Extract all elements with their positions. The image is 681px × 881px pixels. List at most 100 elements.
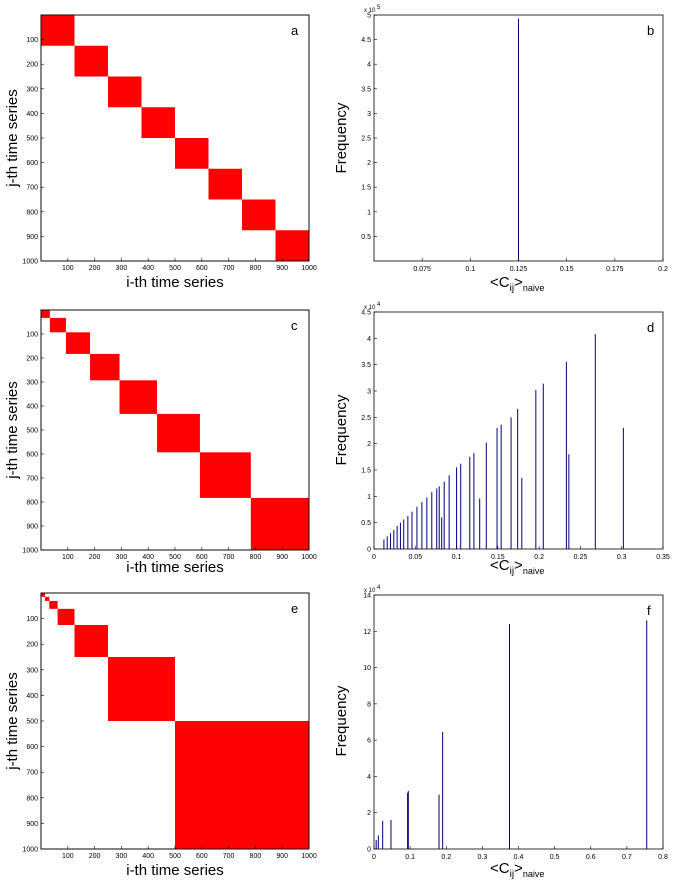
x-axis-label-xlabel-sub2: naive <box>523 869 545 879</box>
y-tick-label: 4 <box>367 62 371 69</box>
y-tick-label: 14 <box>363 593 371 600</box>
x-tick-label: 700 <box>223 853 235 860</box>
x-tick-label: 0.6 <box>586 854 596 861</box>
y-tick-label: 2 <box>367 810 371 817</box>
y-tick-label: 1 <box>367 209 371 216</box>
y-tick-label: 1 <box>367 494 371 501</box>
x-tick-label: 0.175 <box>606 266 624 273</box>
x-tick-label: 0.8 <box>658 854 668 861</box>
y-tick-label: 0.5 <box>361 520 371 527</box>
diagonal-block <box>90 353 120 381</box>
x-tick-label: 900 <box>276 265 288 272</box>
y-tick-label: 300 <box>26 380 38 387</box>
diagonal-block <box>199 452 251 498</box>
y-tick-label: 100 <box>26 332 38 339</box>
x-tick-label: 0.25 <box>574 554 588 561</box>
diagonal-block <box>41 310 50 318</box>
y-axis-label: j-th time series <box>4 672 21 771</box>
x-tick-label: 700 <box>223 554 235 561</box>
y-tick-label: 3 <box>367 111 371 118</box>
x-axis-label: <Cij>naive <box>490 274 544 294</box>
x-axis-label-xlabel-sub2: naive <box>523 566 545 576</box>
x-tick-label: 900 <box>276 554 288 561</box>
x-axis-label: i-th time series <box>126 862 224 879</box>
y-tick-label: 300 <box>26 86 38 93</box>
x-tick-label: 600 <box>196 554 208 561</box>
x-tick-label: 0.2 <box>441 854 451 861</box>
x-tick-label: 0.125 <box>510 266 528 273</box>
x-tick-label: 700 <box>223 265 235 272</box>
x-tick-label: 200 <box>89 554 101 561</box>
y-tick-label: 100 <box>26 616 38 623</box>
x-tick-label: 0.15 <box>491 554 505 561</box>
x-tick-label: 0.075 <box>413 266 431 273</box>
y-tick-label: 800 <box>26 795 38 802</box>
x-tick-label: 400 <box>142 853 154 860</box>
x-axis-label: i-th time series <box>126 559 224 576</box>
panel-letter: f <box>647 603 651 618</box>
y-tick-label: 1.5 <box>361 185 371 192</box>
y-tick-label: 800 <box>26 209 38 216</box>
panel-c: 100 200 300 400 500 600 700 800 900 1000 100 200 300… <box>4 309 317 576</box>
x-tick-label: 0.4 <box>514 854 524 861</box>
x-tick-label: 0.15 <box>560 266 574 273</box>
x-tick-label: 800 <box>250 265 262 272</box>
x-tick-label: 300 <box>116 554 128 561</box>
y-axis-label: j-th time series <box>4 89 21 188</box>
x-tick-label: 100 <box>62 265 74 272</box>
y-tick-label: 12 <box>363 629 371 636</box>
x-tick-label: 500 <box>169 554 181 561</box>
axis-exponent-base: x 10 <box>364 588 376 594</box>
y-tick-label: 4.5 <box>361 310 371 317</box>
diagonal-block <box>208 168 242 200</box>
x-tick-label: 0.3 <box>478 854 488 861</box>
x-tick-label: 100 <box>62 853 74 860</box>
diagonal-block <box>242 199 276 231</box>
x-axis-label-xlabel-sub1: ij <box>510 566 514 577</box>
axis-exponent-base: x 10 <box>364 305 376 311</box>
x-tick-label: 0 <box>372 854 376 861</box>
x-tick-label: 0.2 <box>658 266 668 273</box>
x-axis-label: i-th time series <box>126 274 224 291</box>
y-tick-label: 200 <box>26 356 38 363</box>
y-axis-label: Frequency <box>333 394 350 465</box>
y-tick-label: 3.5 <box>361 362 371 369</box>
panel-a: 100 200 300 400 500 600 700 800 900 1000 100 200 300… <box>4 14 317 291</box>
panel-letter: e <box>291 601 298 616</box>
y-tick-label: 100 <box>26 37 38 44</box>
x-axis-label-xlabel-sub2: naive <box>523 283 545 293</box>
y-tick-label: 900 <box>26 234 38 241</box>
axis-exponent-power: 5 <box>377 5 381 11</box>
y-tick-label: 1000 <box>22 548 38 555</box>
x-tick-label: 0.3 <box>617 554 627 561</box>
diagonal-block <box>49 600 58 609</box>
y-tick-label: 2.5 <box>361 136 371 143</box>
diagonal-block <box>141 107 175 138</box>
y-tick-label: 800 <box>26 500 38 507</box>
y-tick-label: 4 <box>367 336 371 343</box>
diagonal-block <box>175 721 309 849</box>
x-tick-label: 300 <box>116 265 128 272</box>
x-tick-label: 900 <box>276 853 288 860</box>
x-tick-label: 200 <box>89 853 101 860</box>
y-tick-label: 200 <box>26 62 38 69</box>
y-tick-label: 4 <box>367 774 371 781</box>
x-axis-label-xlabel-mid: > <box>514 860 523 877</box>
y-tick-label: 0.5 <box>361 234 371 241</box>
y-tick-label: 2 <box>367 160 371 167</box>
y-tick-label: 8 <box>367 701 371 708</box>
diagonal-block <box>57 608 75 625</box>
diagonal-block <box>108 76 142 108</box>
y-tick-label: 6 <box>367 738 371 745</box>
x-tick-label: 100 <box>62 554 74 561</box>
y-tick-label: 2 <box>367 441 371 448</box>
axis-exponent-power: 4 <box>377 585 381 591</box>
y-tick-label: 900 <box>26 524 38 531</box>
y-tick-label: 1000 <box>22 847 38 854</box>
x-tick-label: 300 <box>116 853 128 860</box>
x-axis-label-xlabel-main: <C <box>490 557 510 574</box>
y-tick-label: 700 <box>26 185 38 192</box>
x-tick-label: 0.1 <box>465 266 475 273</box>
x-tick-label: 0.7 <box>622 854 632 861</box>
